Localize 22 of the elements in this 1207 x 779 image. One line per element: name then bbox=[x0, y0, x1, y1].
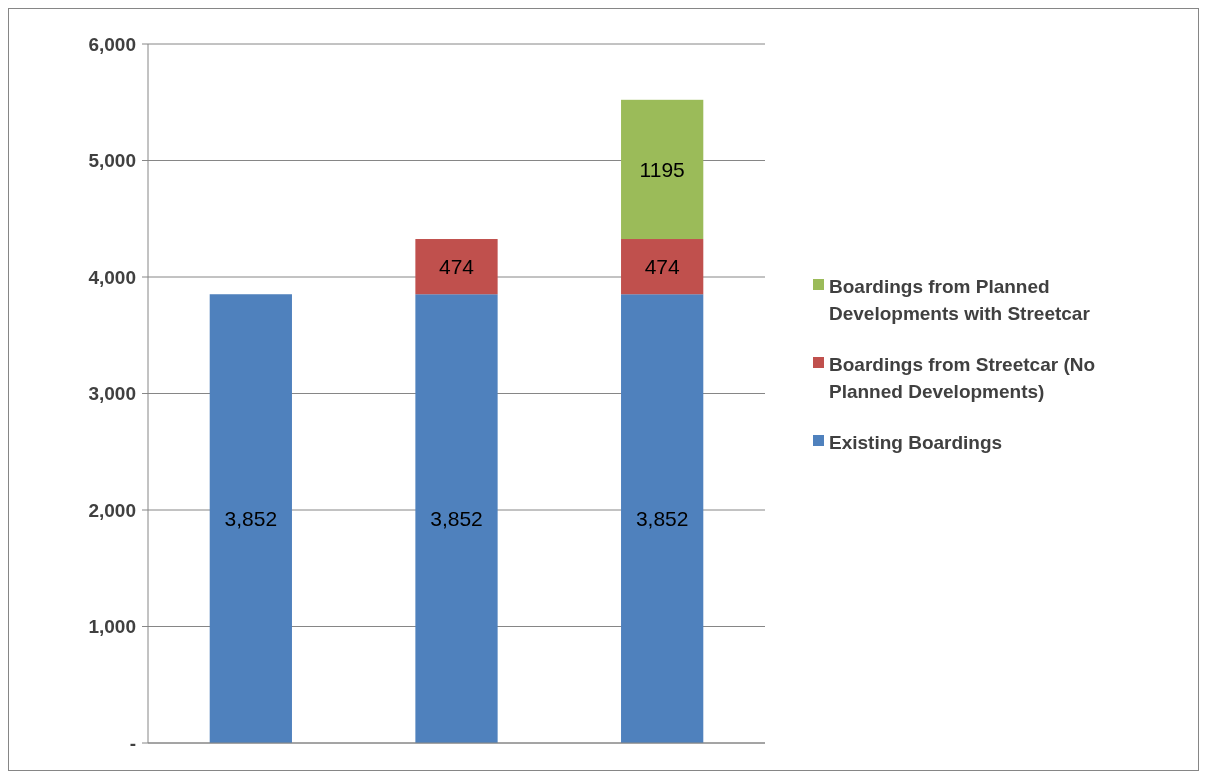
legend-label: Existing Boardings bbox=[829, 431, 1003, 453]
y-tick-label: 5,000 bbox=[88, 150, 136, 172]
data-label: 3,852 bbox=[430, 506, 483, 530]
data-label: 3,852 bbox=[635, 506, 689, 530]
data-label: 474 bbox=[438, 254, 475, 278]
bar bbox=[621, 239, 704, 295]
y-tick-label: 3,000 bbox=[88, 383, 136, 405]
y-tick-label: 4,000 bbox=[88, 266, 136, 288]
bar bbox=[621, 294, 704, 743]
data-label: 3,852 bbox=[224, 506, 278, 530]
legend-label: Boardings from Streetcar (No Planned Developments) bbox=[829, 353, 1096, 402]
legend-label: Boardings from Planned Developments with Streetcar bbox=[829, 275, 1091, 324]
bar bbox=[415, 294, 498, 743]
data-label: 1195 bbox=[639, 157, 685, 181]
bar bbox=[209, 294, 292, 743]
y-tick-label: - bbox=[129, 732, 136, 754]
data-label: 474 bbox=[644, 254, 680, 278]
bar bbox=[621, 99, 704, 240]
y-tick-label: 1,000 bbox=[88, 616, 136, 638]
y-tick-label: 2,000 bbox=[88, 499, 136, 521]
y-tick-label: 6,000 bbox=[88, 33, 136, 55]
bar bbox=[415, 239, 498, 295]
